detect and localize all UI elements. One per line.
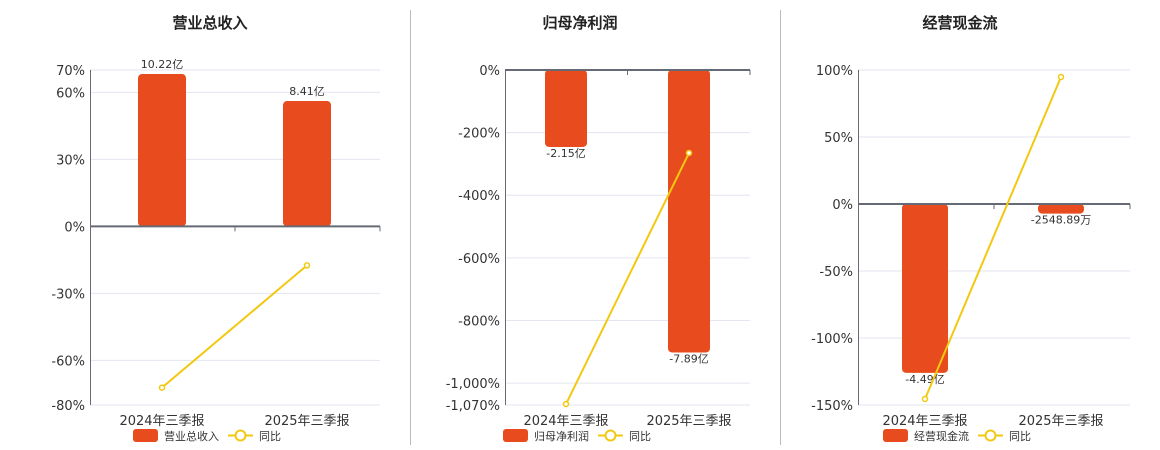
line-point [562, 400, 570, 408]
y-tick-label: -80% [51, 399, 85, 414]
bar [138, 74, 186, 227]
legend-line-label: 同比 [629, 430, 651, 443]
x-tick-label: 2024年三季报 [523, 414, 608, 429]
legend: 经营现金流 同比 [883, 429, 1031, 443]
y-tick-label: 30% [56, 153, 85, 168]
chart-title: 营业总收入 [172, 14, 247, 32]
legend-line-marker [984, 429, 997, 442]
x-tick-label: 2025年三季报 [646, 414, 731, 429]
bar [283, 101, 331, 227]
legend-bar-label: 经营现金流 [914, 429, 969, 443]
legend: 归母净利润 同比 [503, 429, 651, 443]
y-tick-label: 70% [56, 64, 85, 79]
y-tick-label: -1,070% [446, 399, 500, 414]
y-tick-label: 0% [64, 220, 85, 235]
y-tick-label: -600% [458, 252, 500, 267]
legend: 营业总收入 同比 [133, 429, 281, 443]
bar [1038, 204, 1084, 214]
legend-bar-swatch [883, 429, 908, 442]
legend-bar-label: 归母净利润 [534, 429, 589, 443]
chart-panel-1: 营业总收入 70% 60% 30% 0% -30% -60% -80% 10.22亿 8.41亿 2… [51, 14, 381, 443]
y-tick-label: -1,000% [446, 377, 500, 392]
y-tick-label: -100% [811, 332, 853, 347]
y-tick-label: 0% [479, 64, 500, 79]
bar-data-label: -4.49亿 [905, 373, 944, 386]
chart-panel-2: 归母净利润 0% -200% -400% -600% -800% -1,000% -1,070… [446, 14, 751, 443]
bar [902, 204, 948, 373]
y-tick-label: 0% [832, 198, 853, 213]
legend-bar-label: 营业总收入 [164, 429, 219, 443]
y-tick-label: -200% [458, 127, 500, 142]
y-tick-label: 50% [824, 131, 853, 146]
legend-bar-swatch [133, 429, 158, 442]
y-tick-label: -400% [458, 189, 500, 204]
y-tick-label: -150% [811, 399, 853, 414]
line-series [924, 76, 1062, 400]
line-point [1057, 73, 1065, 81]
x-tick-label: 2024年三季报 [882, 414, 967, 429]
y-tick-label: 100% [816, 64, 853, 79]
y-tick-label: -50% [819, 265, 853, 280]
chart-panel-3: 经营现金流 100% 50% 0% -50% -100% -150% -4.49亿 -2548.… [811, 14, 1131, 443]
x-tick-label: 2025年三季报 [264, 414, 349, 429]
x-tick-label: 2024年三季报 [119, 414, 204, 429]
legend-line-marker [234, 429, 247, 442]
chart-title: 归母净利润 [542, 14, 617, 32]
y-tick-label: -30% [51, 287, 85, 302]
bar-data-label: -2548.89万 [1031, 214, 1091, 227]
line-point [921, 395, 929, 403]
line-point [303, 262, 311, 269]
bar [668, 70, 710, 353]
legend-line-marker [604, 429, 617, 442]
bar-data-label: -7.89亿 [669, 352, 708, 365]
y-tick-label: -60% [51, 354, 85, 369]
bar-data-label: 10.22亿 [141, 58, 184, 71]
bar [545, 70, 587, 147]
bar-data-label: 8.41亿 [289, 85, 325, 98]
line-series [565, 152, 690, 405]
y-tick-label: -800% [458, 314, 500, 329]
legend-line-label: 同比 [259, 430, 281, 443]
line-point [685, 149, 693, 157]
line-point [158, 384, 166, 391]
legend-line-label: 同比 [1009, 430, 1031, 443]
legend-bar-swatch [503, 429, 528, 442]
y-tick-label: 60% [56, 86, 85, 101]
x-tick-label: 2025年三季报 [1018, 414, 1103, 429]
chart-title: 经营现金流 [922, 14, 997, 32]
bar-data-label: -2.15亿 [546, 147, 585, 160]
line-series [161, 264, 308, 389]
